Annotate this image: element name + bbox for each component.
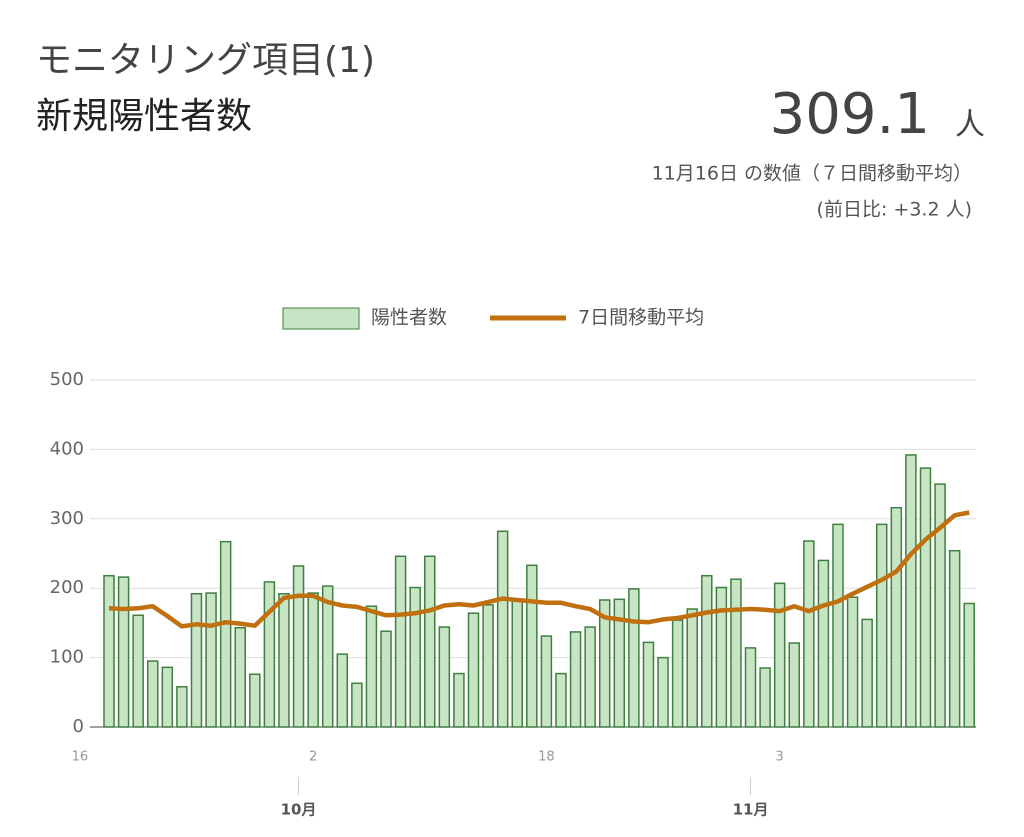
bar [832, 523, 844, 728]
bar [759, 667, 771, 728]
bar [628, 588, 640, 728]
y-tick-label: 100 [50, 647, 84, 668]
bar [569, 631, 582, 728]
bar [321, 585, 334, 728]
x-tick-label: 16 [72, 750, 89, 765]
bar [671, 619, 684, 728]
y-tick-label: 300 [50, 508, 84, 529]
bar [380, 630, 392, 728]
bar [526, 564, 538, 728]
bar [190, 593, 203, 728]
change: (前日比: +3.2 人) [817, 199, 972, 221]
title: モニタリング項目(1) [36, 40, 375, 81]
y-tick-label: 500 [50, 369, 84, 390]
bar [963, 602, 975, 728]
bar [686, 608, 698, 728]
bar [730, 578, 742, 728]
bar [394, 555, 407, 728]
bar [613, 598, 626, 728]
bar [365, 605, 378, 728]
bar [803, 540, 815, 728]
bar [219, 540, 232, 728]
month-label: 10月 [281, 801, 317, 819]
note: 11月16日 の数値（７日間移動平均） [652, 163, 972, 185]
bar [934, 483, 946, 728]
bar [117, 576, 130, 728]
bar [715, 586, 728, 728]
bar [307, 592, 319, 728]
x-tick-label: 3 [776, 750, 784, 765]
bar [919, 467, 932, 728]
y-tick-label: 0 [73, 716, 84, 737]
x-tick-label: 18 [538, 750, 555, 765]
bar [788, 642, 801, 728]
bar [948, 549, 961, 728]
bar [176, 685, 188, 728]
bar [890, 506, 903, 728]
bar [453, 672, 465, 728]
bar [249, 673, 261, 728]
bar [744, 647, 757, 728]
line [108, 510, 970, 629]
bar [584, 626, 596, 728]
bar [132, 614, 144, 728]
bar [146, 660, 159, 728]
bar [409, 586, 421, 728]
bar [336, 653, 349, 728]
bar [875, 523, 888, 728]
bar [278, 593, 290, 728]
legend-swatch [282, 307, 360, 330]
x-tick-label: 2 [309, 750, 317, 765]
bar [234, 627, 246, 728]
bar [263, 581, 276, 728]
bar [351, 682, 363, 728]
unit: 人 [955, 108, 985, 143]
bar [598, 599, 611, 728]
bar [496, 530, 509, 728]
bar [467, 612, 480, 728]
legend-label: 陽性者数 [371, 307, 447, 329]
bar [861, 618, 873, 728]
y-tick-label: 200 [50, 577, 84, 598]
bar [555, 672, 567, 728]
bar [846, 596, 859, 728]
month-label: 11月 [733, 801, 769, 819]
bar [482, 604, 494, 728]
bar [817, 559, 830, 728]
bar [511, 599, 523, 728]
bar [642, 641, 655, 728]
bar [424, 555, 436, 728]
bar [905, 454, 917, 728]
bar [292, 565, 305, 728]
y-tick-label: 400 [50, 438, 84, 459]
bar [701, 574, 713, 728]
bar [438, 626, 451, 728]
legend-label: 7日間移動平均 [578, 307, 704, 329]
bar [657, 656, 669, 728]
bar [540, 635, 553, 728]
bar [205, 592, 217, 728]
subtitle: 新規陽性者数 [36, 96, 252, 137]
bar [103, 574, 115, 728]
bar [773, 582, 786, 728]
bar [161, 666, 174, 728]
big-value: 309.1 [770, 82, 930, 147]
